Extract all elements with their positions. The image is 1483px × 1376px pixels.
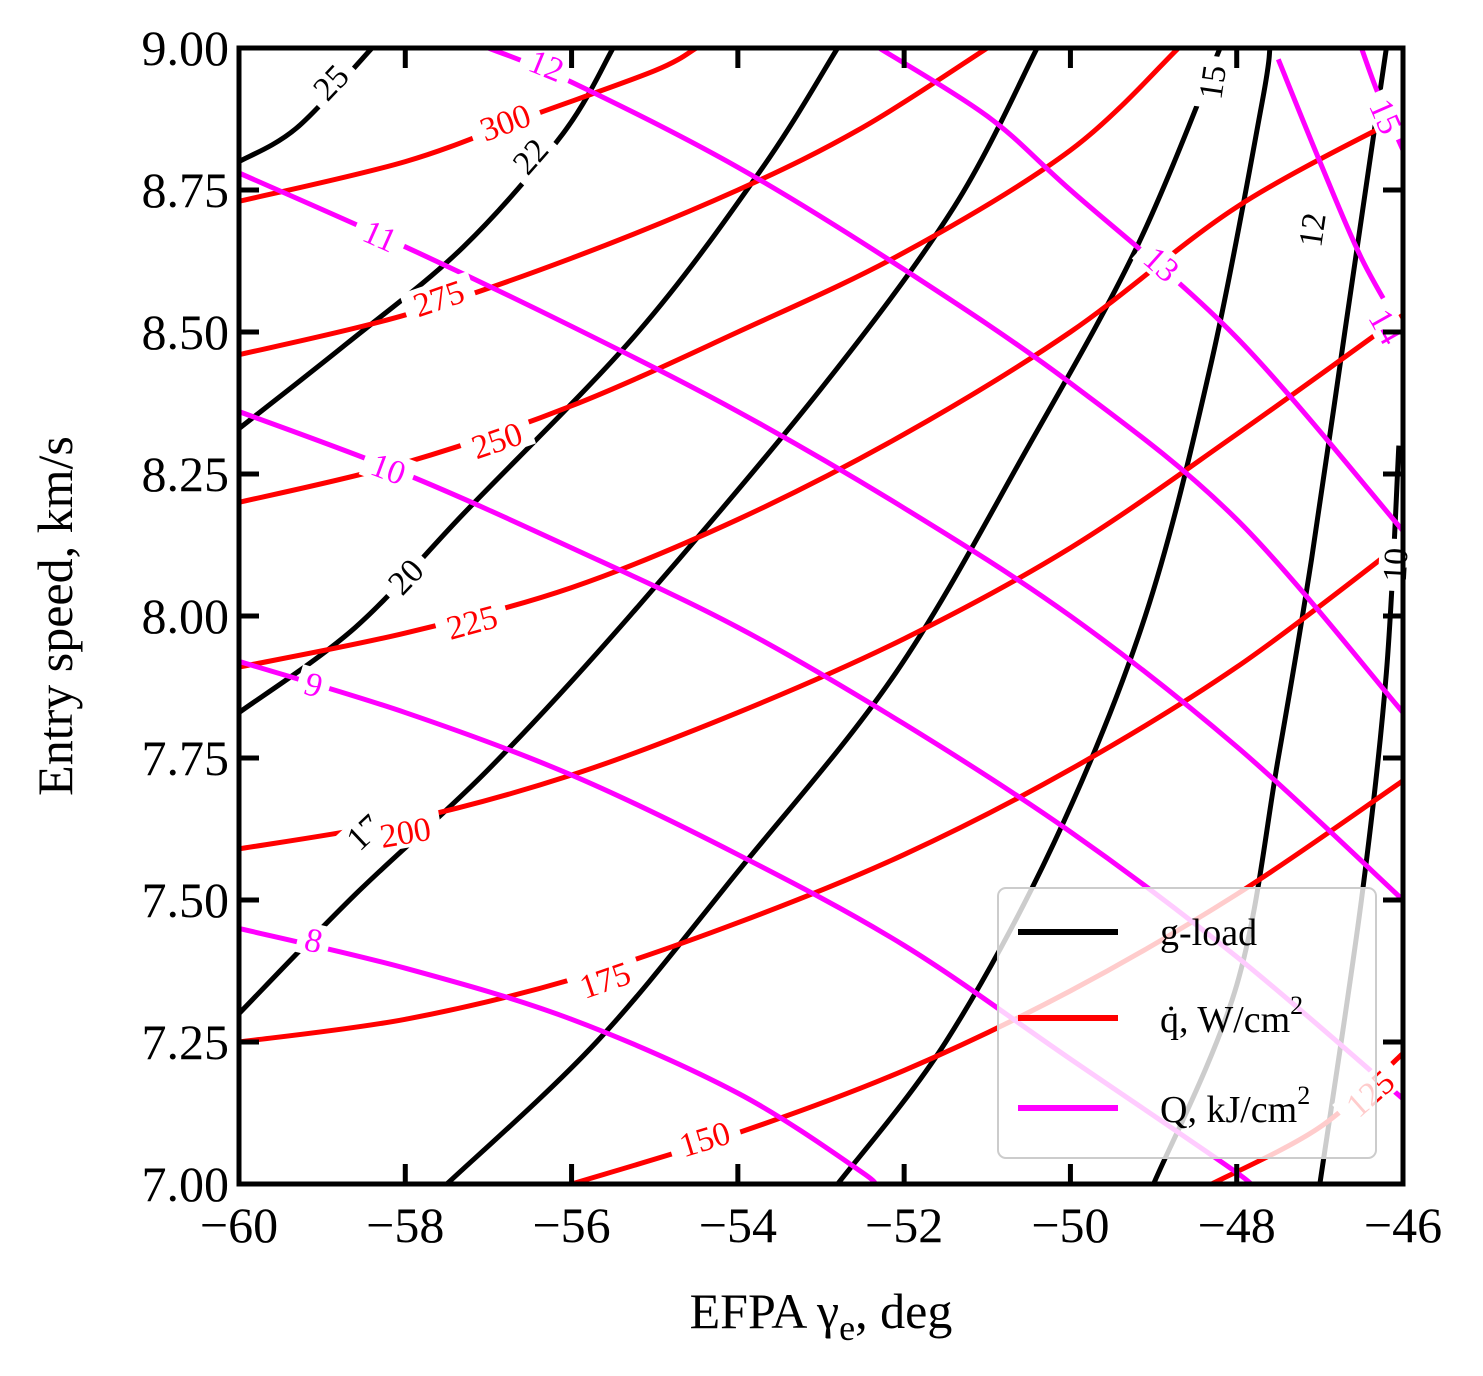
legend-label-heat-rate: q̇, W/cm2 xyxy=(1160,991,1303,1041)
contour-label-gap xyxy=(333,802,394,862)
contour-label-q-9: 9 xyxy=(293,664,334,706)
x-tick-label: −50 xyxy=(1031,1197,1109,1253)
legend-label-g-load: g-load xyxy=(1160,912,1257,954)
contour-label-g-load-12: 12 xyxy=(1291,201,1334,258)
contour-label-gap xyxy=(1291,201,1332,258)
y-tick-label: 7.25 xyxy=(142,1014,230,1070)
contour-label-text: 200 xyxy=(377,811,434,856)
contour-label-gap xyxy=(465,94,545,150)
contour-label-gap xyxy=(457,413,536,467)
contour-label-gap xyxy=(500,125,560,187)
x-tick-label: −52 xyxy=(865,1197,943,1253)
contour-g-load-20 xyxy=(239,48,840,715)
contour-label-gap xyxy=(367,810,444,854)
x-axis-label: EFPA γe, deg xyxy=(690,1283,953,1348)
contour-label-gap xyxy=(358,444,419,493)
contour-label-gap xyxy=(300,52,360,112)
contour-label-gap xyxy=(432,596,511,647)
contour-q-12 xyxy=(487,48,1403,715)
contour-label-gap xyxy=(399,271,478,325)
contour-label-g-load-15: 15 xyxy=(1192,54,1234,111)
y-tick-label: 9.00 xyxy=(142,20,230,76)
contour-q-225 xyxy=(239,113,1403,670)
contour-q-200 xyxy=(239,312,1403,852)
x-tick-label: −56 xyxy=(532,1197,610,1253)
contour-label-text: 10 xyxy=(1377,547,1416,583)
y-tick-label: 8.75 xyxy=(142,162,230,218)
y-tick-label: 7.50 xyxy=(142,872,230,928)
x-tick-label: −58 xyxy=(366,1197,444,1253)
legend-box xyxy=(997,887,1377,1159)
contour-g-load-17 xyxy=(239,48,1040,1016)
legend-label-heat-load: Q, kJ/cm2 xyxy=(1160,1081,1310,1131)
contour-q-13 xyxy=(877,48,1403,533)
y-tick-label: 8.50 xyxy=(142,304,230,360)
contour-label-gap xyxy=(350,210,411,261)
contour-label-gap xyxy=(516,40,577,90)
x-tick-label: −48 xyxy=(1198,1197,1276,1253)
contour-g-load-22 xyxy=(239,48,616,431)
x-tick-label: −60 xyxy=(200,1197,278,1253)
y-axis-label: Entry speed, km/s xyxy=(27,436,83,796)
contour-q-175 xyxy=(239,540,1403,1045)
contour-label-gap xyxy=(1359,295,1414,357)
y-tick-label: 7.00 xyxy=(142,1156,230,1212)
contour-label-gap xyxy=(294,920,334,960)
y-tick-label: 8.25 xyxy=(142,446,230,502)
x-tick-label: −46 xyxy=(1364,1197,1442,1253)
contour-label-gap xyxy=(1131,234,1192,294)
contour-label-gap xyxy=(293,664,334,705)
contour-label-gap xyxy=(1192,54,1232,111)
y-tick-label: 8.00 xyxy=(142,588,230,644)
contour-label-q-8: 8 xyxy=(294,920,334,961)
contour-g-load-25 xyxy=(239,48,374,164)
contour-label-gap xyxy=(1361,85,1412,147)
contour-q-8 xyxy=(239,925,878,1184)
contour-q-275 xyxy=(239,48,989,358)
contour-label-text: 12 xyxy=(1292,210,1334,249)
contour-label-gap xyxy=(565,952,645,1007)
plot-frame xyxy=(236,45,1406,1187)
contour-q-11 xyxy=(239,170,1403,902)
y-tick-label: 7.75 xyxy=(142,730,230,786)
contour-label-gap xyxy=(375,546,435,607)
legend: g-load q̇, W/cm2 Q, kJ/cm2 xyxy=(997,887,1377,1159)
contour-label-gap xyxy=(665,1112,744,1165)
contour-g-load-15 xyxy=(835,48,1273,1184)
contour-label-q-200: 200 xyxy=(367,810,444,856)
x-tick-label: −54 xyxy=(699,1197,777,1253)
axis-ticks: −60 −58 −56 −54 −52 −50 −48 −46 7.00 7.25 7.50 7.75… xyxy=(142,20,1443,1253)
contour-label-text: 15 xyxy=(1192,63,1234,102)
